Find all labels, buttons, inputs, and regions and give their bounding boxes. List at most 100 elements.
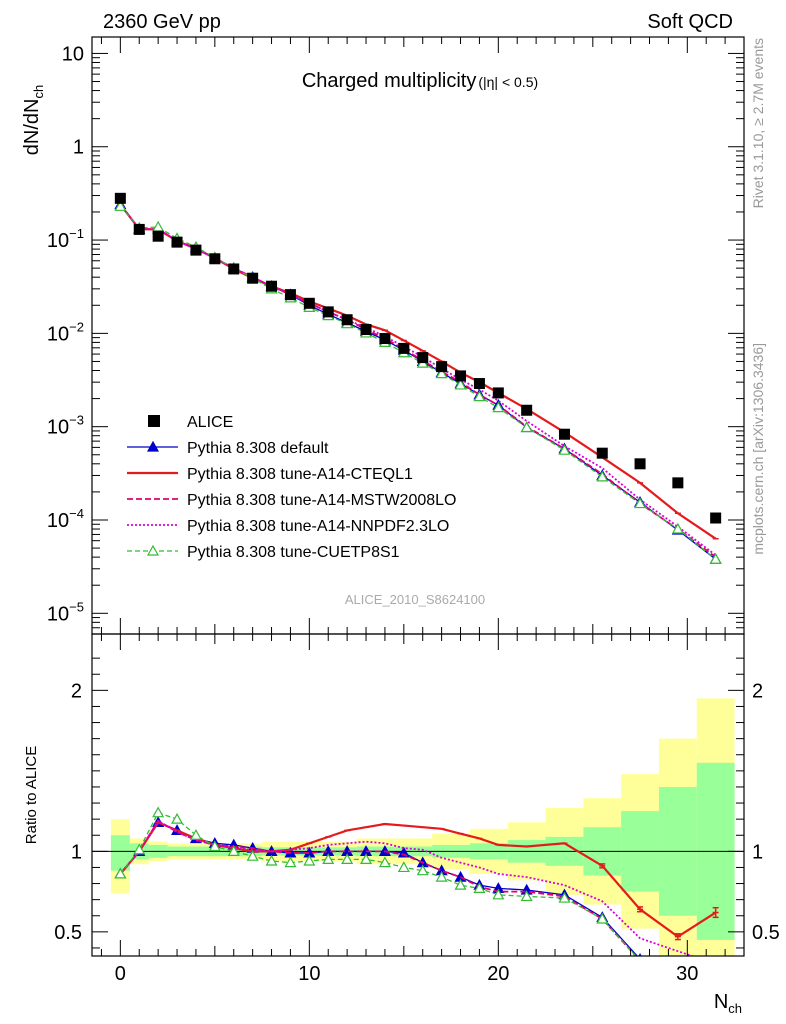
legend-marker-cuetp8s1 (146, 544, 160, 556)
legend-label-cuetp8s1: Pythia 8.308 tune-CUETP8S1 (187, 544, 400, 561)
main-series-cuetp8s1-point (520, 421, 533, 433)
ratio-series-mstw-line (119, 819, 637, 956)
alice-data-point (360, 324, 372, 336)
alice-data-point (152, 230, 164, 242)
ratio-series-cuetp8s1-point (520, 890, 533, 902)
ratio-x-axis-label: Nch (714, 991, 742, 1016)
ratio-series-cuetp8s1-point (454, 878, 467, 890)
alice-data-point (596, 447, 608, 459)
legend-label-nnpdf: Pythia 8.308 tune-A14-NNPDF2.3LO (187, 518, 449, 535)
axes-layer: 10 1 10−1 10−2 10−3 10−4 10−5 0 10 20 30 0.5 0.5 1 1 2 2 (47, 36, 780, 985)
ratio-y-tick-label: 0.5 (54, 922, 82, 944)
ratio-y-tick-label: 1 (71, 841, 82, 863)
alice-data-point (190, 244, 202, 256)
legend-label-mstw: Pythia 8.308 tune-A14-MSTW2008LO (187, 492, 456, 509)
alice-data-point (379, 333, 391, 345)
ratio-x-tick-label: 0 (115, 963, 126, 985)
main-series-cuetp8s1-point (454, 378, 467, 390)
main-y-tick-label: 1 (73, 137, 84, 159)
ratio-uncertainty-band-inner (110, 835, 130, 871)
main-series-cuetp8s1-point (114, 200, 127, 211)
alice-data-point (209, 253, 221, 265)
ratio-frame (91, 633, 745, 957)
ratio-series-cuetp8s1-point (558, 891, 571, 903)
ratio-series-cuetp8s1-point (492, 888, 505, 900)
main-y-tick-label: 10−2 (47, 319, 84, 345)
ratio-series-cuetp8s1-point (208, 840, 221, 852)
ratio-plot-area (92, 698, 744, 984)
alice-data-point (284, 289, 296, 301)
ratio-series-cuetp8s1-point (378, 856, 391, 868)
ratio-series-cuetp8s1-point (133, 843, 146, 855)
header-right: Soft QCD (647, 11, 733, 33)
alice-data-point (322, 306, 334, 318)
main-chart-title: Charged multiplicity (|η| < 0.5) (302, 70, 538, 92)
rivet-side-label: Rivet 3.1.10, ≥ 2.7M events (750, 38, 766, 208)
alice-data-point (398, 342, 410, 354)
main-series-cuetp8s1-point (435, 367, 448, 379)
main-y-tick-label: 10−1 (47, 226, 84, 252)
legend-label-alice: ALICE (187, 414, 233, 431)
ratio-series-cuetp8s1-point (416, 864, 429, 876)
main-series-cuetp8s1-point (492, 401, 505, 413)
alice-data-point (473, 378, 485, 390)
main-series-cuetp8s1-point (558, 443, 571, 455)
legend: ALICE Pythia 8.308 default Pythia 8.308 tu… (127, 414, 456, 561)
ratio-y-tick-label: 2 (71, 680, 82, 702)
main-y-tick-label: 10−4 (47, 506, 84, 532)
main-series-cuetp8s1-point (473, 390, 486, 402)
alice-data-point (521, 404, 533, 416)
main-series-cuetp8s1-point (671, 522, 684, 534)
legend-marker-alice (148, 415, 160, 427)
main-series-cuetp8s1-point (596, 470, 609, 482)
ratio-series-cuetp8s1-point (152, 806, 165, 818)
ratio-series-cuetp8s1-point (639, 954, 641, 956)
ratio-x-tick-label: 20 (487, 963, 509, 985)
alice-data-point (228, 263, 240, 275)
legend-label-default: Pythia 8.308 default (187, 440, 329, 457)
legend-label-cteql1: Pythia 8.308 tune-A14-CTEQL1 (187, 466, 413, 483)
main-series-cuetp8s1-point (709, 552, 722, 564)
alice-data-point (710, 512, 722, 524)
ratio-y-tick-label-right: 0.5 (752, 922, 780, 944)
alice-data-point (558, 428, 570, 440)
alice-data-point (492, 387, 504, 399)
ratio-series-cuetp8s1-point (171, 812, 184, 824)
ratio-series-default-point (711, 975, 721, 984)
main-y-axis-label: dN/dNch (21, 85, 46, 155)
analysis-watermark: ALICE_2010_S8624100 (345, 592, 485, 607)
ratio-y-tick-label-right: 2 (752, 680, 763, 702)
mcplots-side-label: mcplots.cern.ch [arXiv:1306.3436] (750, 343, 766, 555)
ratio-series-cuetp8s1-point (114, 867, 127, 879)
ratio-series-cuetp8s1-point (711, 975, 721, 984)
alice-data-point (303, 297, 315, 309)
main-y-tick-label: 10−5 (47, 599, 84, 625)
alice-data-point (341, 314, 353, 326)
legend-marker-default (146, 440, 160, 452)
ratio-series-cuetp8s1-point (227, 845, 240, 856)
alice-data-point (133, 223, 145, 235)
ratio-series-cuetp8s1-point (360, 853, 373, 865)
alice-data-point (171, 236, 183, 248)
ratio-series-cuetp8s1-point (303, 854, 316, 866)
ratio-series-cuetp8s1-point (596, 912, 609, 924)
alice-data-point (672, 477, 684, 489)
ratio-series-cuetp8s1-point (435, 870, 448, 882)
ratio-x-tick-label: 10 (298, 963, 320, 985)
ratio-series-cuetp8s1-point (246, 849, 259, 861)
main-y-tick-label: 10 (62, 43, 84, 65)
ratio-series-cuetp8s1-point (284, 856, 297, 868)
ratio-series-cuetp8s1-point (397, 861, 410, 873)
ratio-series-cuetp8s1-point (189, 829, 202, 840)
ratio-y-tick-label-right: 1 (752, 841, 763, 863)
alice-data-point (114, 192, 126, 204)
alice-data-point (417, 352, 429, 364)
ratio-series-cuetp8s1-point (473, 882, 486, 893)
main-series-cuetp8s1-point (634, 497, 647, 509)
ratio-x-tick-label: 30 (676, 963, 698, 985)
alice-data-point (634, 458, 646, 470)
ratio-series-cuetp8s1-point (322, 853, 335, 865)
header-left: 2360 GeV pp (103, 11, 221, 33)
main-y-tick-label: 10−3 (47, 413, 84, 439)
